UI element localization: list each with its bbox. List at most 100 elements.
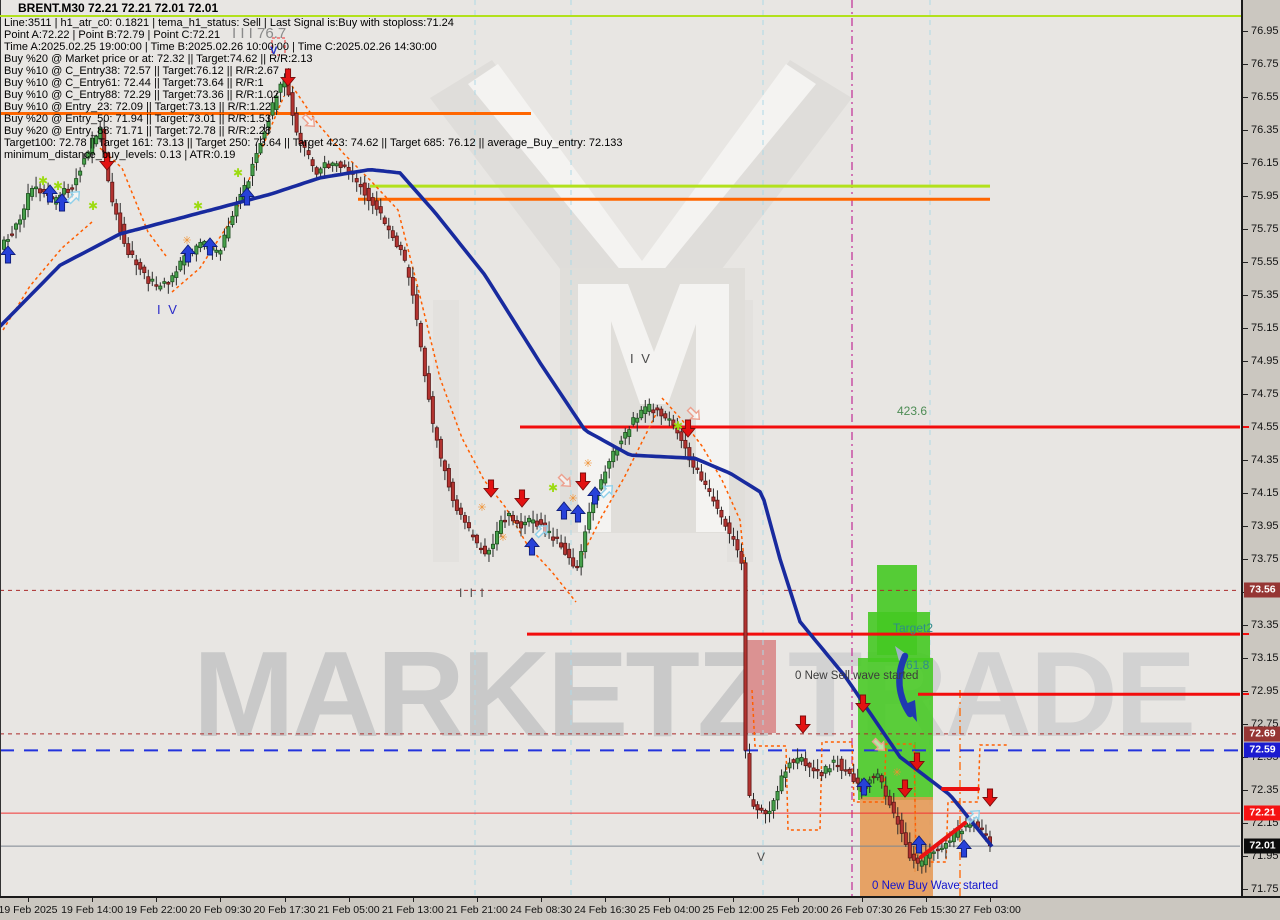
time-tick-mark [669, 898, 671, 902]
bull-candle [623, 432, 628, 439]
price-tick-mark [1243, 261, 1248, 263]
time-tick-mark [220, 898, 222, 902]
bull-candle [827, 768, 832, 773]
bear-candle [146, 276, 151, 284]
bull-candle [959, 830, 964, 835]
bull-candle [531, 519, 536, 524]
bull-candle [599, 479, 604, 490]
price-tick-label: 74.75 [1251, 388, 1279, 400]
bull-candle [258, 143, 263, 154]
bull-candle [214, 249, 219, 253]
bear-candle [883, 785, 888, 797]
bear-candle [679, 431, 684, 441]
bear-candle [755, 804, 760, 811]
sar-dotted-path [661, 397, 748, 589]
time-tick-label: 20 Feb 17:30 [253, 904, 316, 916]
time-axis[interactable]: 19 Feb 2025 19 Feb 14:00 19 Feb 22:00 20 Fe… [0, 896, 1280, 920]
price-badge-72-69: 72.69 [1244, 726, 1280, 742]
price-tick-label: 72.35 [1251, 784, 1279, 796]
time-tick-mark [925, 898, 927, 902]
sar-dotted-path [171, 95, 285, 293]
bear-candle [138, 262, 143, 270]
bear-candle [402, 249, 407, 261]
bull-candle [795, 757, 800, 764]
bull-candle [254, 153, 259, 163]
bull-candle [150, 278, 155, 282]
price-tick-label: 73.15 [1251, 652, 1279, 664]
info-line: minimum_distance_buy_levels: 0.13 | ATR:… [4, 149, 236, 161]
bull-candle [334, 163, 339, 167]
orange-star-marker: ✳ [498, 532, 507, 544]
orange-star-marker: ✳ [892, 767, 901, 779]
bull-candle [603, 471, 608, 484]
info-line: Buy %20 @ Entry_50: 71.94 || Target:73.0… [4, 113, 271, 125]
price-tick-mark [1243, 63, 1248, 65]
bear-candle [747, 753, 752, 796]
bull-candle [486, 549, 491, 555]
time-tick-label: 24 Feb 16:30 [574, 904, 637, 916]
buy-signal-arrow [587, 486, 603, 505]
bear-candle [739, 551, 744, 564]
sell-signal-arrow [909, 752, 925, 771]
price-tick-mark [1243, 855, 1248, 857]
price-tick-label: 73.75 [1251, 553, 1279, 565]
bull-candle [647, 403, 652, 412]
fib-target2: Target2 [893, 621, 934, 635]
bear-candle [539, 519, 544, 525]
up-outline-arrow [534, 524, 549, 539]
bear-candle [855, 777, 860, 784]
time-tick-mark [861, 898, 863, 902]
bull-candle [94, 135, 99, 145]
bear-candle [434, 427, 439, 441]
bear-candle [511, 514, 516, 522]
sell-signal-arrow [280, 68, 296, 87]
price-tick-mark [1243, 690, 1248, 692]
bull-candle [779, 775, 784, 792]
bear-candle [979, 827, 984, 830]
bull-candle [767, 810, 772, 814]
watermark-text-marketz: MARKETZ [193, 626, 771, 762]
fib-618: 61.8 [906, 658, 930, 672]
price-badge-72-21: 72.21 [1244, 805, 1280, 821]
horizontal-price-levels [0, 112, 1240, 847]
signal-dashed-box [271, 37, 286, 56]
bear-candle [438, 438, 443, 459]
lime-star-marker: ✱ [673, 419, 683, 433]
bear-candle [903, 832, 908, 845]
bear-candle [382, 217, 387, 224]
time-tick-label: 27 Feb 03:00 [958, 904, 1021, 916]
bear-candle [414, 294, 419, 320]
bear-candle [394, 235, 399, 247]
price-tick-mark [1243, 195, 1248, 197]
trade-info-panel: Line:3511 | h1_atr_c0: 0.1821 | tema_h1_… [4, 17, 623, 161]
lime-star-marker: ✱ [88, 199, 98, 213]
bull-candle [527, 517, 532, 523]
buy-signal-arrow [239, 187, 255, 206]
price-axis[interactable]: 76.95 76.75 76.55 76.35 76.15 75.95 75.75 75.55… [1241, 0, 1280, 896]
price-tick-label: 74.95 [1251, 355, 1279, 367]
bear-candle [422, 347, 427, 377]
price-tick-mark [1243, 558, 1248, 560]
bear-candle [462, 515, 467, 523]
bull-candle [875, 773, 880, 779]
price-tick-label: 71.75 [1251, 883, 1279, 895]
bear-candle [406, 267, 411, 278]
price-tick-label: 75.35 [1251, 289, 1279, 301]
bear-candle [126, 243, 131, 255]
price-tick-mark [1243, 162, 1248, 164]
bull-candle [667, 418, 672, 421]
price-tick-label: 72.95 [1251, 685, 1279, 697]
price-tick-mark [1243, 888, 1248, 890]
price-tick-mark [1243, 30, 1248, 32]
info-line: Buy %20 @ Market price or at: 72.32 || T… [4, 53, 313, 65]
price-tick-label: 76.55 [1251, 91, 1279, 103]
time-tick-mark [733, 898, 735, 902]
lime-star-marker: ✱ [548, 481, 558, 495]
bull-candle [783, 771, 788, 778]
sell-signal-arrow [680, 419, 696, 438]
price-badge-73-56: 73.56 [1244, 582, 1280, 598]
info-line: Buy %10 @ Entry_23: 72.09 || Target:73.1… [4, 101, 271, 113]
bear-candle [454, 499, 459, 511]
